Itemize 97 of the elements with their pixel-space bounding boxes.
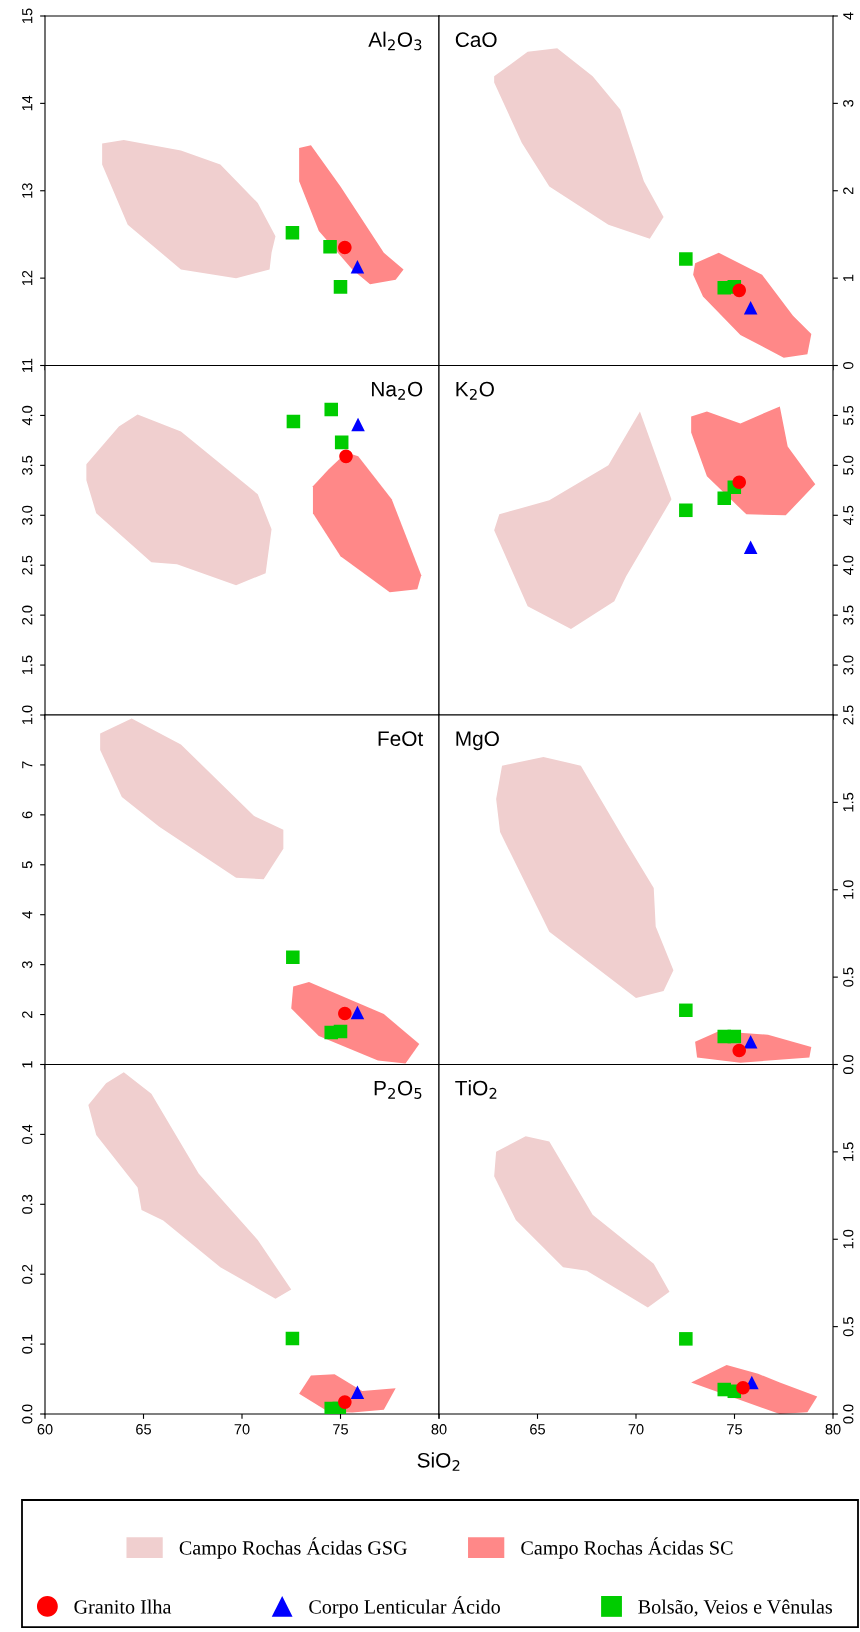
y-tick-label: 3.5 (22, 455, 33, 475)
point (323, 239, 337, 254)
text: P$_{2}$O$_{5}$ (374, 1080, 422, 1099)
point (679, 503, 693, 518)
y-tick-label: 0 (843, 362, 854, 369)
point (351, 417, 365, 432)
point (350, 260, 365, 274)
y-tick-label: 11 (22, 358, 33, 372)
y-tick-label: 1 (843, 274, 854, 282)
point (679, 1332, 693, 1346)
point (350, 1005, 365, 1020)
y-tick-label: 14 (22, 95, 33, 111)
y-tick-label: 0.4 (22, 1124, 33, 1144)
y-tick-label: 1.5 (843, 792, 854, 812)
y-tick-label: 2.5 (843, 705, 854, 725)
point (338, 1006, 352, 1021)
y-tick-label: 3 (843, 99, 854, 107)
x-tick-label: 70 (234, 1424, 250, 1435)
point (285, 225, 300, 240)
x-tick-label: 65 (530, 1424, 545, 1435)
point (743, 540, 758, 555)
y-tick-label: 0.5 (843, 967, 854, 987)
y-tick-label: 12 (22, 270, 33, 286)
text: MgO (456, 731, 499, 751)
y-tick-label: 0.1 (22, 1334, 33, 1354)
y-tick-label: 4.0 (22, 405, 33, 426)
x-tick-label: 65 (136, 1424, 151, 1435)
x-tick-label: 80 (825, 1424, 841, 1435)
point (679, 252, 693, 266)
point (339, 449, 353, 464)
y-tick-label: 0.0 (843, 1404, 854, 1424)
x-axis-title: SiO$_{2}$ (417, 1452, 460, 1471)
y-tick-label: 0.0 (22, 1404, 33, 1424)
legend-label: Corpo Lenticular Ácido (309, 1596, 500, 1618)
x-tick-label: 75 (333, 1424, 348, 1435)
y-tick-label: 1 (22, 1061, 33, 1068)
y-tick-label: 4 (843, 12, 854, 20)
y-tick-label: 6 (22, 811, 33, 819)
x-tick-label: 60 (37, 1424, 53, 1435)
text: K$_{2}$O (456, 381, 494, 400)
x-tick-label: 70 (628, 1424, 644, 1435)
point (743, 301, 758, 315)
text: Al$_{2}$O$_{3}$ (368, 31, 422, 51)
text: TiO$_{2}$ (455, 1080, 497, 1099)
y-tick-label: 1.0 (22, 705, 33, 725)
y-tick-label: 4 (22, 911, 33, 919)
y-tick-label: 13 (22, 183, 33, 198)
point (743, 1035, 758, 1049)
y-tick-label: 1.5 (843, 1142, 854, 1161)
point (727, 1029, 742, 1044)
point (286, 414, 301, 429)
x-tick-label: 80 (431, 1424, 447, 1435)
y-tick-label: 0.5 (843, 1317, 854, 1337)
point (334, 435, 349, 450)
y-tick-label: 0.0 (843, 1054, 854, 1075)
y-tick-label: 5.0 (843, 455, 854, 475)
point (732, 1043, 746, 1058)
y-tick-label: 2.0 (22, 605, 33, 625)
y-tick-label: 3.5 (843, 605, 854, 625)
y-tick-label: 1.5 (22, 655, 33, 675)
legend-label: Granito Ilha (74, 1599, 172, 1614)
y-tick-label: 3.0 (22, 505, 33, 525)
y-tick-label: 2 (843, 187, 854, 195)
y-tick-label: 5 (22, 861, 33, 869)
y-tick-label: 1.0 (843, 1229, 854, 1249)
point (338, 1395, 352, 1409)
y-tick-label: 2.5 (22, 555, 33, 575)
point (286, 950, 300, 964)
text: Na$_{2}$O (372, 381, 423, 400)
legend-label: Campo Rochas Ácidas SC (521, 1537, 733, 1559)
point (285, 1331, 300, 1346)
y-tick-label: 0.3 (22, 1194, 33, 1214)
point (717, 491, 732, 506)
y-tick-label: 0.2 (22, 1264, 33, 1284)
text: CaO (455, 32, 497, 48)
point (350, 1385, 365, 1400)
y-tick-label: 1.0 (843, 880, 854, 899)
y-tick-label: 3.0 (843, 655, 854, 675)
y-tick-label: 4.5 (843, 505, 854, 526)
point (732, 283, 746, 298)
point (333, 280, 348, 294)
text: FeOt (378, 731, 424, 747)
x-tick-label: 75 (727, 1424, 742, 1435)
legend-label: Bolsão, Veios e Vênulas (638, 1599, 833, 1617)
y-tick-label: 4.0 (843, 555, 854, 576)
point (324, 402, 339, 417)
point (338, 240, 352, 255)
point (732, 475, 746, 490)
y-tick-label: 5.5 (843, 405, 854, 425)
legend-label: Campo Rochas Ácidas GSG (179, 1537, 407, 1559)
y-tick-label: 3 (22, 961, 33, 969)
point (736, 1381, 750, 1395)
point (679, 1003, 693, 1018)
y-tick-label: 15 (22, 8, 33, 23)
y-tick-label: 7 (22, 761, 33, 769)
point (333, 1024, 348, 1039)
y-tick-label: 2 (22, 1011, 33, 1018)
